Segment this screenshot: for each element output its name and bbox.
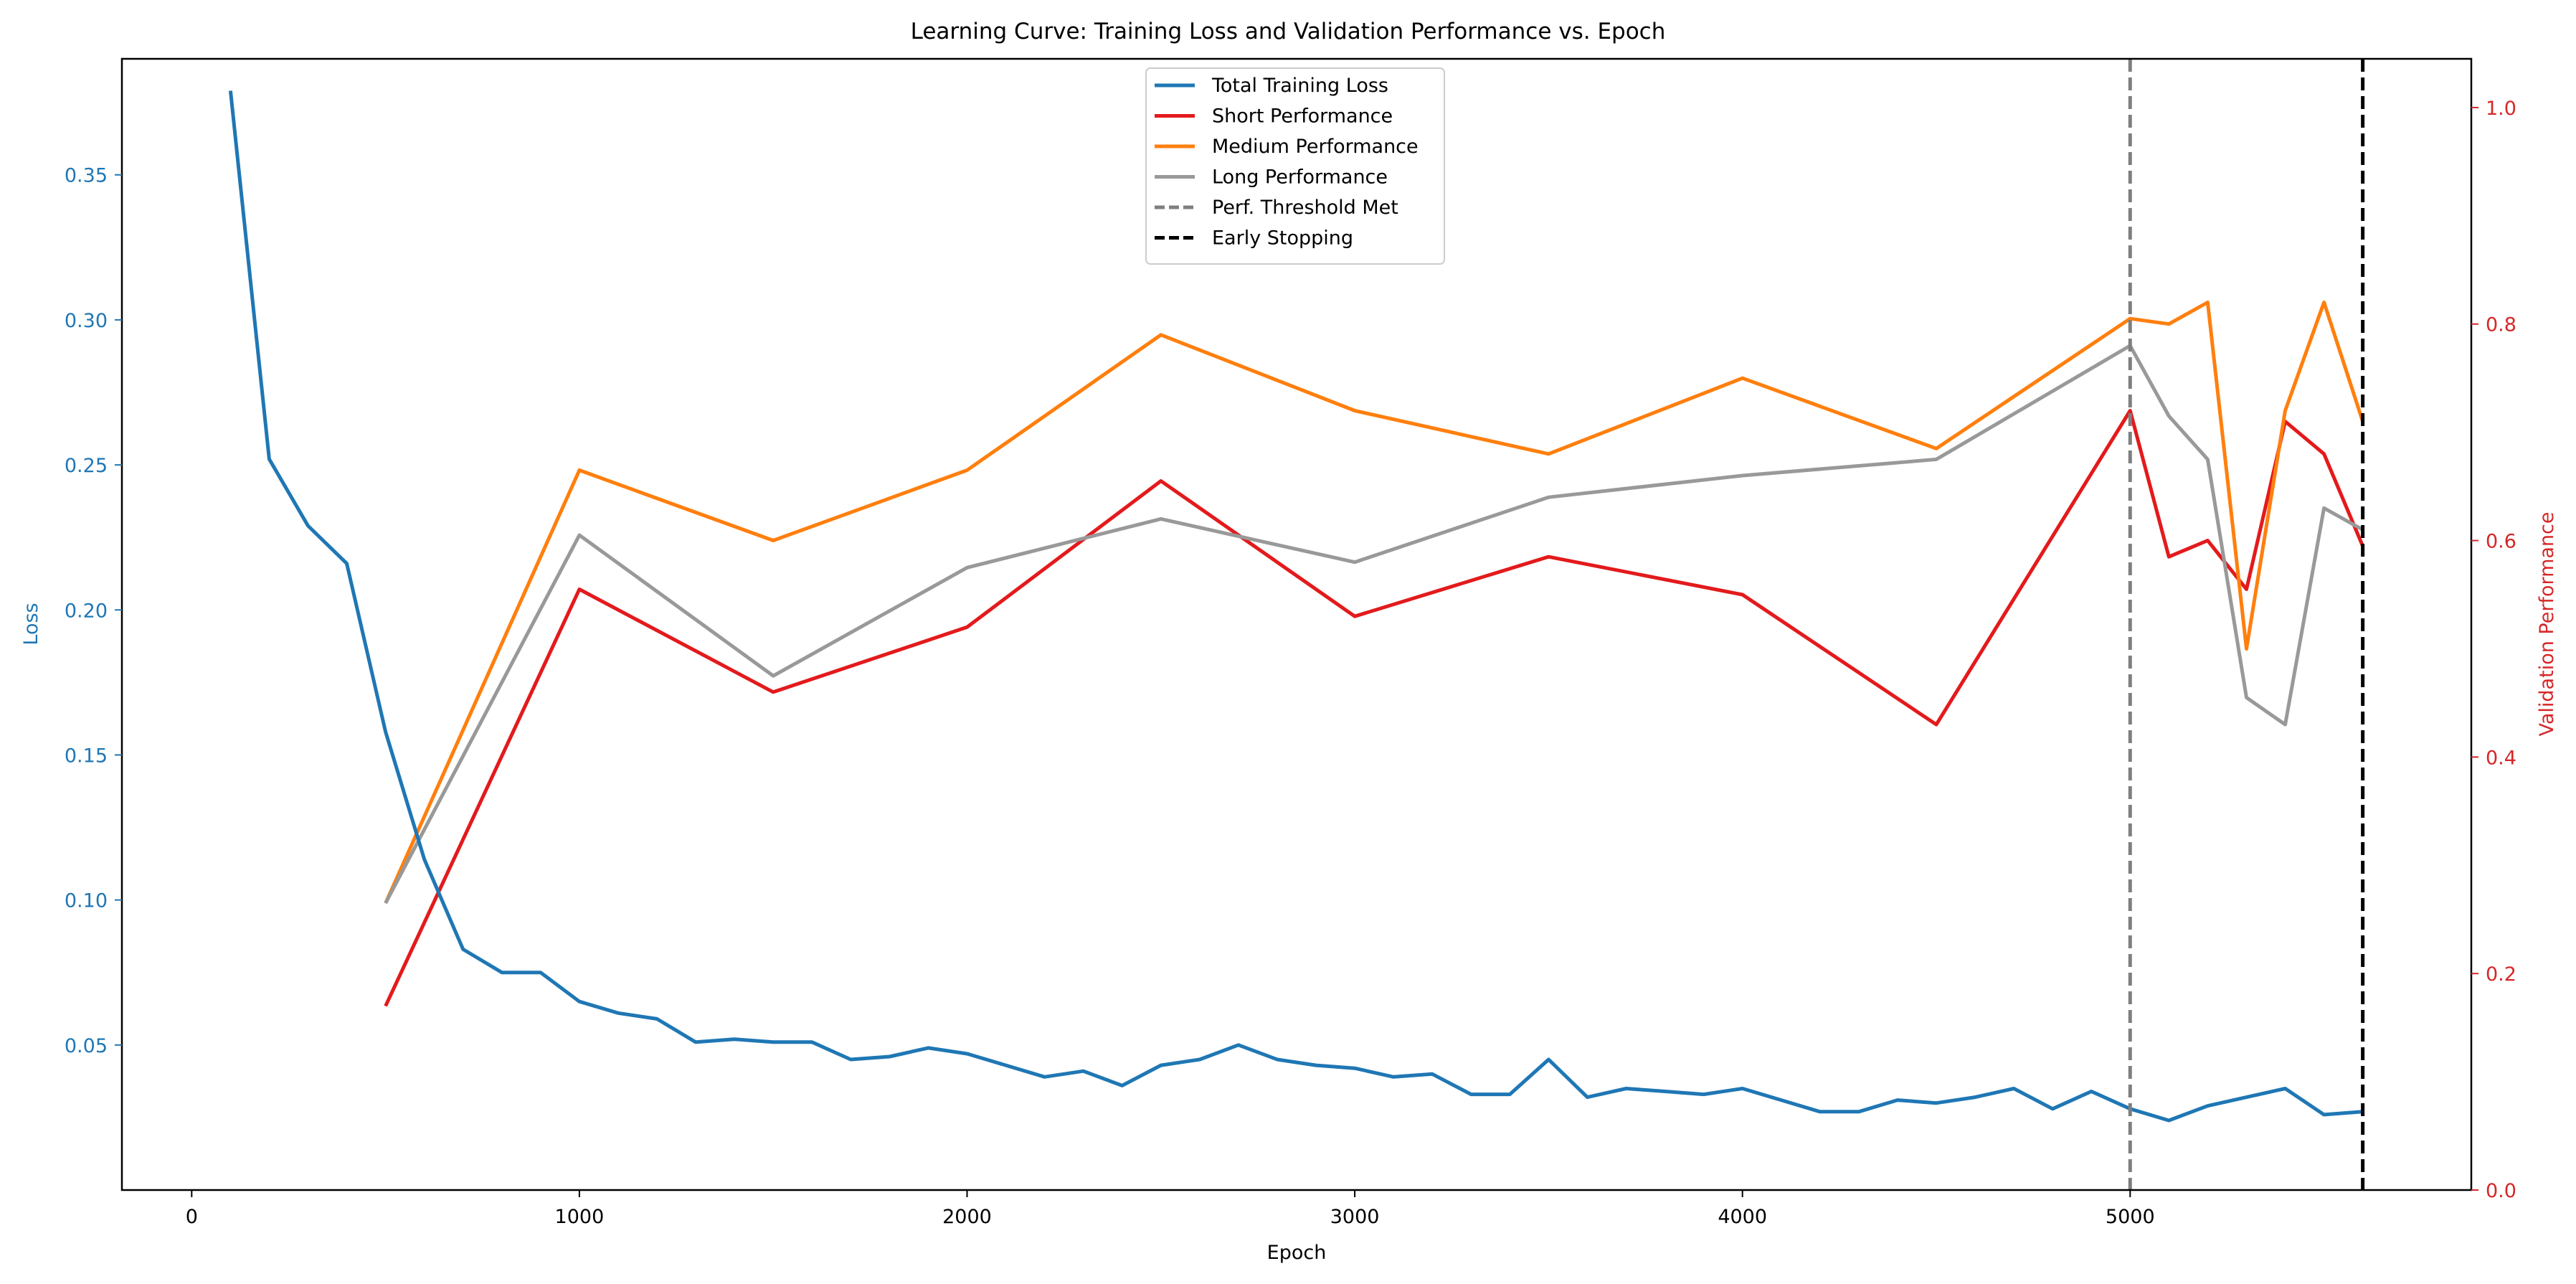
x-tick-label: 1000 — [555, 1206, 605, 1228]
legend-label-early-stopping: Early Stopping — [1212, 227, 1353, 250]
vline-layer — [2128, 59, 2365, 1190]
legend: Total Training Loss Short Performance Medi… — [1145, 67, 1445, 265]
chart-title: Learning Curve: Training Loss and Valida… — [911, 19, 1666, 44]
x-tick-label: 0 — [186, 1206, 198, 1228]
legend-box — [1145, 67, 1445, 265]
x-tick-label: 4000 — [1718, 1206, 1767, 1228]
y-right-tick-label: 0.2 — [2486, 963, 2516, 986]
legend-label-long-performance: Long Performance — [1212, 166, 1388, 189]
series-line-long-performance — [384, 344, 2364, 905]
legend-label-perf-threshold-met: Perf. Threshold Met — [1212, 197, 1398, 219]
y-left-tick-label: 0.20 — [65, 600, 108, 622]
y-right-tick-label: 0.4 — [2486, 747, 2516, 769]
y-left-tick-label: 0.25 — [65, 455, 108, 477]
x-axis-label: Epoch — [1267, 1242, 1327, 1264]
y-left-tick-label: 0.05 — [65, 1035, 108, 1057]
y-axis-label-right: Validation Performance — [2536, 511, 2558, 736]
y-axis-left: 0.05 0.10 0.15 0.20 0.25 0.30 0.35 — [65, 165, 122, 1057]
y-left-tick-label: 0.35 — [65, 165, 108, 187]
x-tick-label: 3000 — [1330, 1206, 1380, 1228]
legend-label-medium-performance: Medium Performance — [1212, 136, 1419, 158]
y-right-tick-label: 1.0 — [2486, 98, 2516, 120]
series-line-total-training-loss — [228, 90, 2363, 1123]
y-left-tick-label: 0.30 — [65, 310, 108, 332]
legend-label-total-training-loss: Total Training Loss — [1211, 75, 1388, 97]
series-line-medium-performance — [384, 301, 2364, 905]
y-left-tick-label: 0.10 — [65, 890, 108, 912]
y-axis-right: 0.0 0.2 0.4 0.6 0.8 1.0 — [2471, 98, 2516, 1202]
y-axis-label-left: Loss — [20, 603, 42, 645]
y-left-tick-label: 0.15 — [65, 745, 108, 767]
y-right-tick-label: 0.0 — [2486, 1180, 2516, 1202]
legend-label-short-performance: Short Performance — [1212, 105, 1393, 128]
y-right-tick-label: 0.6 — [2486, 531, 2516, 553]
series-line-short-performance — [384, 409, 2364, 1007]
y-right-tick-label: 0.8 — [2486, 314, 2516, 336]
x-axis: 0 1000 2000 3000 4000 5000 — [186, 1190, 2155, 1228]
x-tick-label: 5000 — [2106, 1206, 2155, 1228]
x-tick-label: 2000 — [942, 1206, 992, 1228]
series-layer — [228, 90, 2364, 1123]
plot-frame — [120, 57, 2473, 1191]
